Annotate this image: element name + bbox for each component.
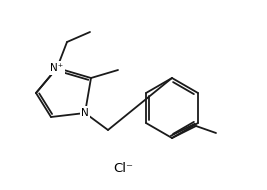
Text: N⁺: N⁺ (50, 63, 64, 73)
Text: N: N (81, 108, 89, 118)
Text: Cl⁻: Cl⁻ (113, 162, 133, 174)
